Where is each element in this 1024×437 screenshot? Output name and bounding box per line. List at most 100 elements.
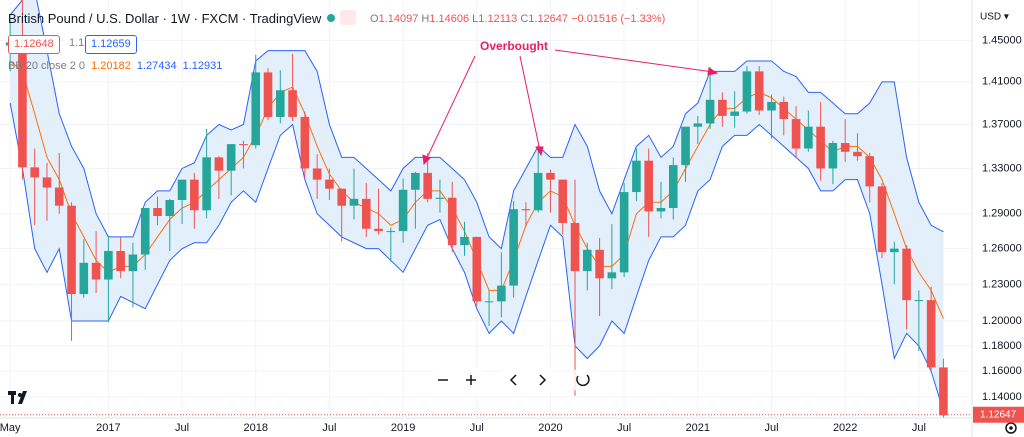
ohlc-key: H (421, 13, 430, 25)
candle-body (693, 123, 703, 127)
candle-body (42, 177, 52, 188)
candle-body (140, 207, 150, 255)
x-tick-label: Jul (322, 422, 336, 434)
candle-body (361, 198, 371, 229)
zoom-in-button[interactable] (466, 375, 476, 385)
x-tick-label: Jul (912, 422, 926, 434)
indicator-value: 1.12931 (182, 60, 223, 72)
candle-body (104, 250, 113, 280)
candle-body (288, 90, 297, 117)
candle-body (865, 156, 875, 187)
candle-body (939, 367, 948, 416)
candle-body (877, 186, 887, 253)
candle-body (926, 300, 936, 368)
candle-body (533, 172, 543, 211)
candle-body (853, 151, 862, 157)
candle-body (263, 72, 273, 117)
candle-body (190, 179, 199, 211)
ohlc-key: C (520, 13, 529, 25)
reset-button[interactable] (576, 374, 590, 387)
candle-body (116, 250, 125, 272)
band-line (9, 102, 944, 412)
candle-body (546, 172, 555, 180)
candle-body (423, 172, 432, 199)
candle-body (79, 262, 89, 295)
currency-label[interactable]: USD ▾ (980, 12, 1009, 23)
x-tick-label: Jul (764, 422, 778, 434)
candle-body (828, 143, 838, 169)
scroll-left-button[interactable] (509, 374, 517, 386)
candle-body (644, 160, 653, 212)
y-tick-label: 1.16000 (982, 365, 1022, 377)
x-tick-label: May (0, 422, 21, 434)
zoom-controls (430, 366, 596, 394)
candle-body (165, 200, 175, 217)
x-tick-label: Jul (175, 422, 189, 434)
x-tick-label: 2021 (686, 422, 710, 434)
indicator-value: 1.27434 (136, 60, 177, 72)
tradingview-logo (8, 391, 27, 404)
candle-body (18, 42, 27, 168)
candle-body (312, 168, 322, 180)
candle-body (484, 301, 494, 303)
last-price-box (973, 406, 1024, 423)
spread: 1.1 (64, 35, 90, 52)
x-tick-label: Jul (470, 422, 484, 434)
candle-body (276, 90, 285, 117)
ohlc-value: 1.14097 (378, 13, 419, 25)
x-tick-label: 2022 (833, 422, 857, 434)
ohlc-header: O1.14097 H1.14606 L1.12113 C1.12647 −0.0… (370, 13, 665, 25)
candle-body (595, 249, 604, 279)
candle-body (325, 179, 334, 189)
candle-body (497, 285, 506, 302)
candle-body (447, 197, 457, 246)
candle-body (914, 300, 924, 302)
sell-price[interactable]: 1.12648 (8, 35, 60, 54)
candle-body (742, 71, 752, 112)
y-tick-label: 1.37000 (982, 118, 1022, 130)
candle-body (816, 126, 825, 169)
candle-body (435, 197, 445, 199)
candle-body (791, 119, 801, 149)
candle-body (521, 209, 531, 211)
candle-body (128, 254, 138, 272)
candle-body (349, 198, 359, 206)
candle-body (754, 71, 764, 111)
x-tick-label: 2020 (538, 422, 562, 434)
scroll-right-button[interactable] (539, 374, 547, 386)
candle-body (902, 248, 911, 301)
buy-price[interactable]: 1.12659 (85, 35, 137, 54)
candle-body (91, 262, 101, 280)
band-line (9, 0, 944, 250)
candle-body (251, 72, 261, 146)
ohlc-value: 1.14606 (429, 13, 470, 25)
annotation: Overbought (422, 39, 719, 166)
candle-body (337, 188, 346, 206)
annotation-text: Overbought (480, 39, 548, 53)
candle-body (619, 192, 629, 273)
ohlc-key: O (370, 13, 379, 25)
candle-body (632, 160, 641, 193)
candle-body (153, 207, 162, 217)
compare-icon[interactable] (340, 10, 356, 25)
candle-body (300, 116, 310, 169)
candle-body (656, 207, 666, 212)
chart-title: British Pound / U.S. Dollar · 1W · FXCM … (8, 11, 322, 26)
settings-button[interactable] (1005, 422, 1017, 434)
candle-body (767, 101, 776, 111)
market-status[interactable] (327, 14, 335, 22)
candle-body (202, 157, 211, 211)
y-tick-label: 1.41000 (982, 76, 1022, 88)
zoom-pill (430, 366, 488, 394)
reset-pill (570, 367, 596, 393)
candle-body (890, 248, 899, 253)
x-tick-label: Jul (617, 422, 631, 434)
x-tick-label: 2018 (243, 422, 267, 434)
candle-body (668, 165, 678, 208)
candle-body (460, 236, 469, 246)
y-tick-label: 1.45000 (982, 34, 1022, 46)
x-tick-label: 2019 (391, 422, 415, 434)
candle-body (374, 228, 383, 232)
